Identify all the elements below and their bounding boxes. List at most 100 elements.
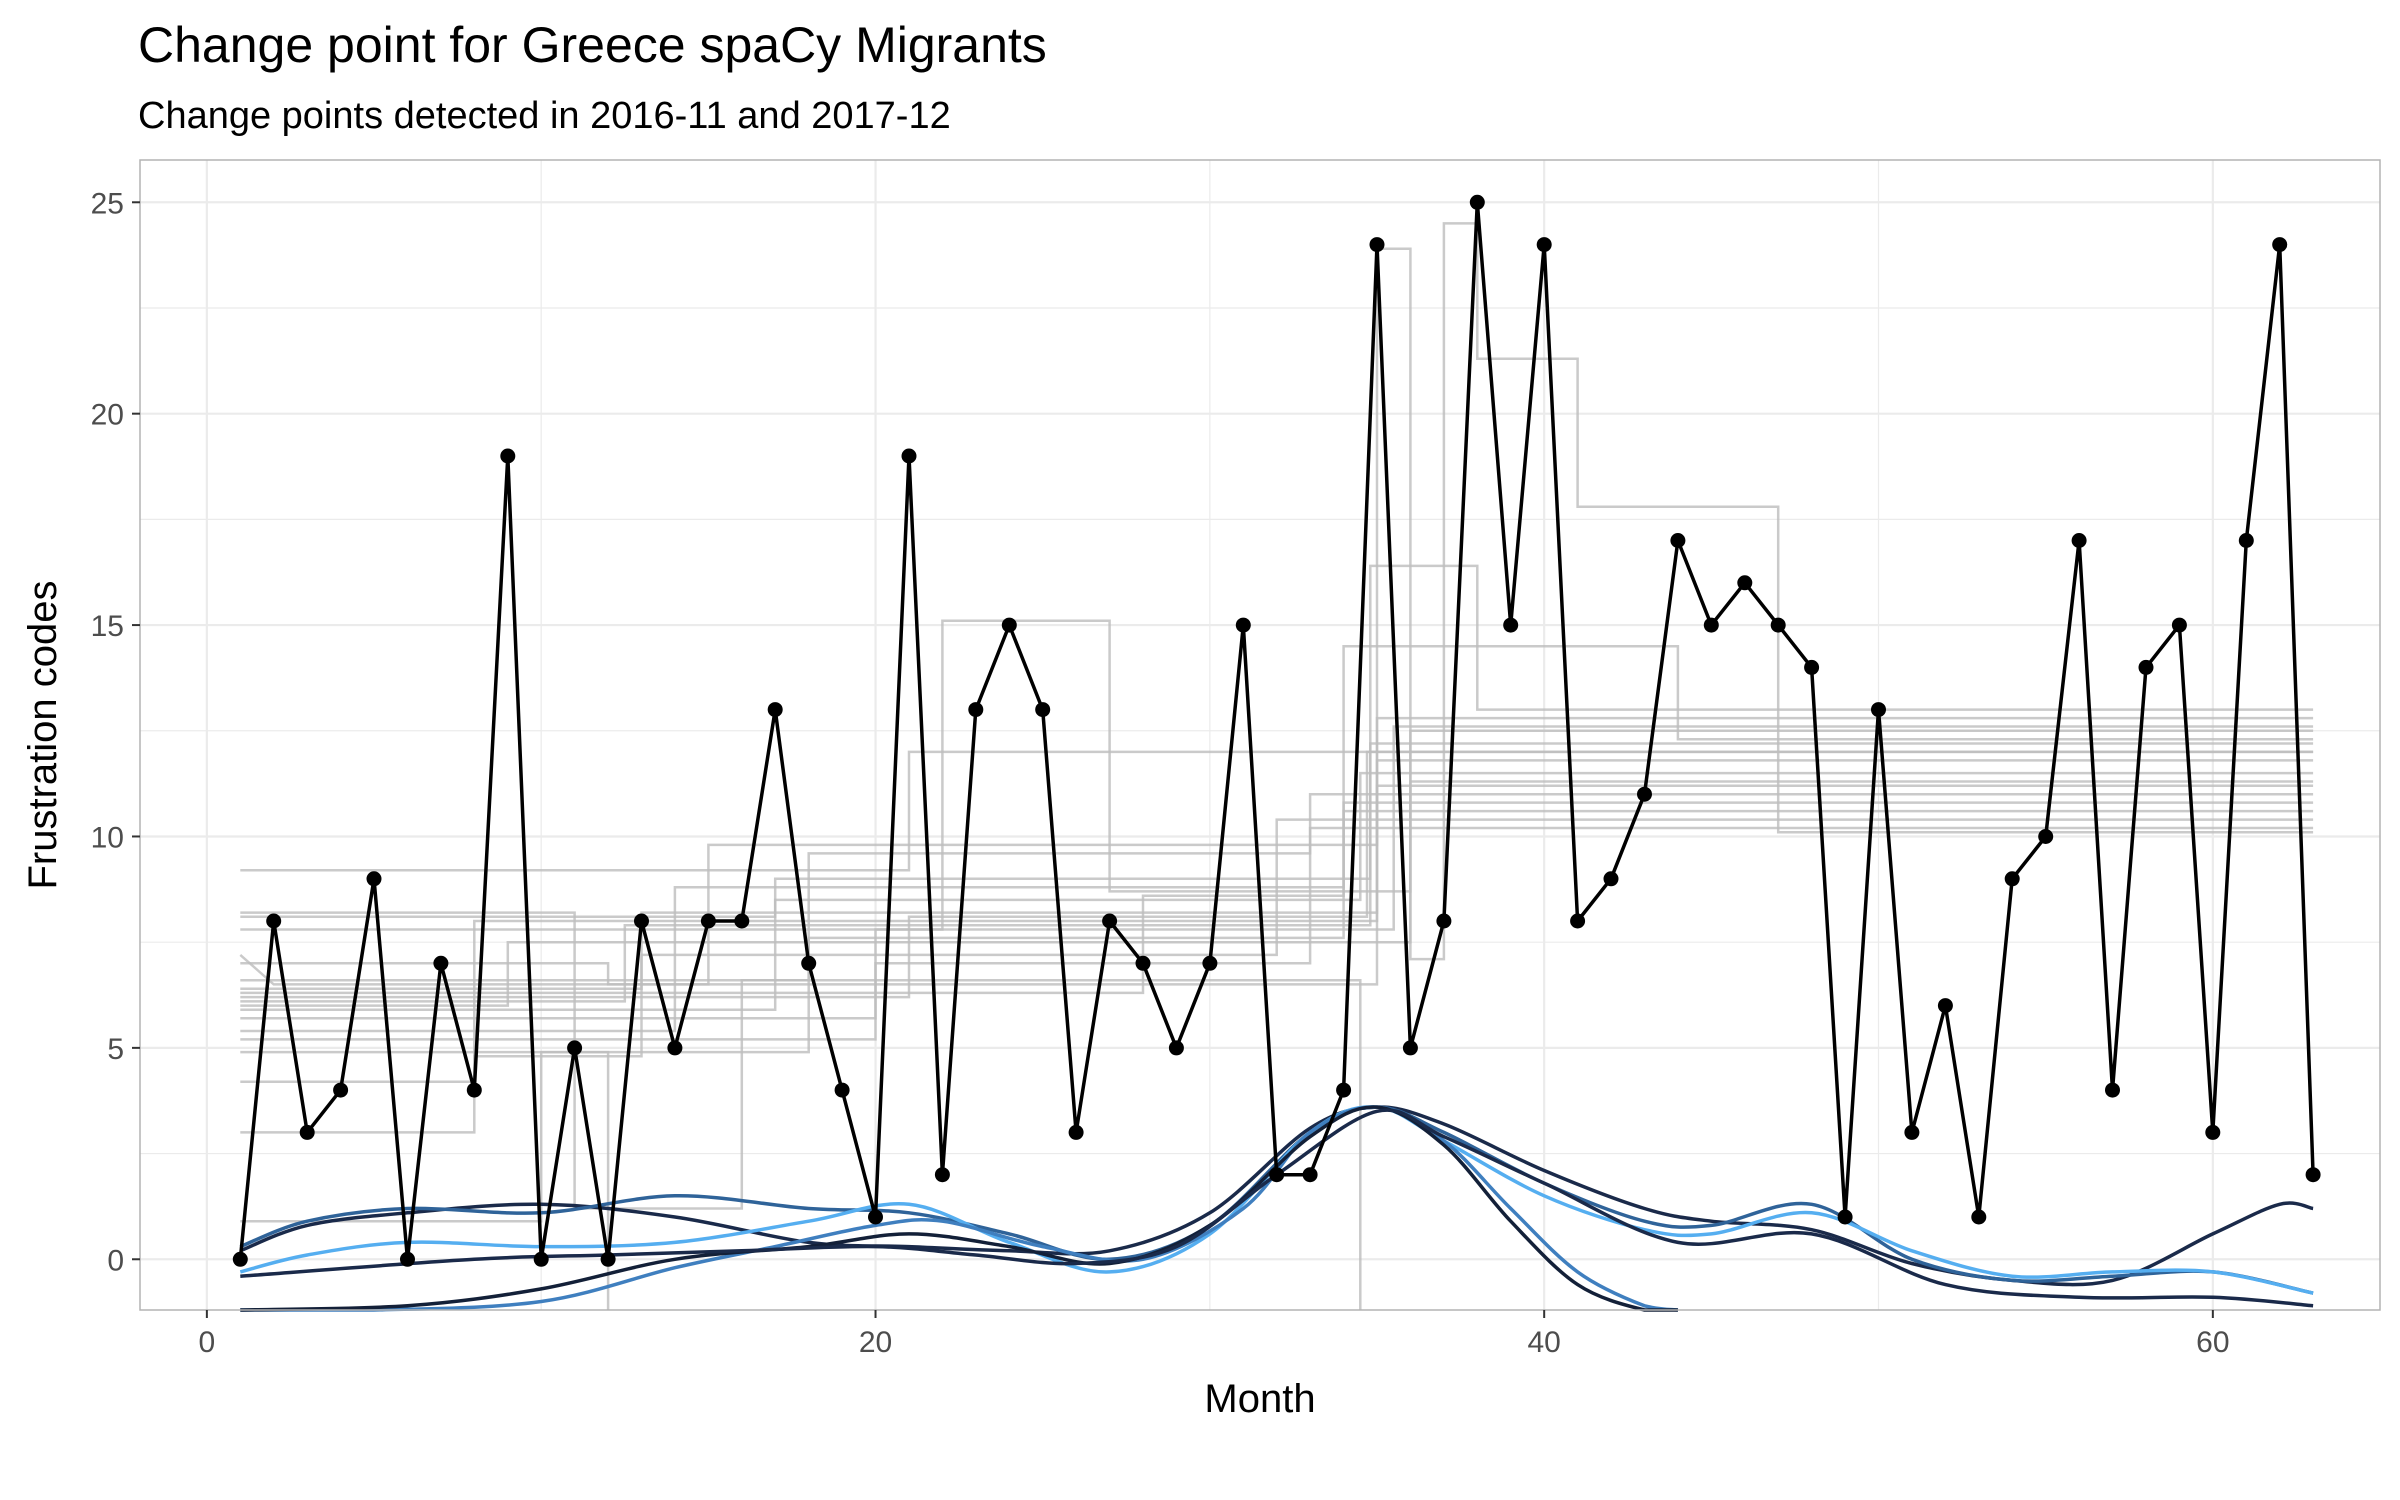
- data-point: [1168, 1040, 1184, 1056]
- data-point: [834, 1082, 850, 1098]
- data-point: [634, 913, 649, 929]
- data-point: [1503, 617, 1519, 633]
- data-point: [1871, 702, 1886, 718]
- y-axis-ticks: 0 5 10 15 20 25: [91, 187, 140, 1277]
- data-point: [1703, 617, 1719, 633]
- data-point: [700, 913, 716, 929]
- data-point: [1837, 1209, 1853, 1225]
- segment-line: [240, 750, 2314, 872]
- data-point: [1770, 617, 1786, 633]
- data-point: [2071, 533, 2087, 548]
- x-tick-label: 0: [199, 1326, 216, 1359]
- y-tick-label: 20: [91, 399, 124, 432]
- x-tick-label: 40: [1527, 1326, 1560, 1359]
- data-point: [1937, 998, 1953, 1014]
- data-point: [1068, 1124, 1084, 1140]
- data-point: [2105, 1082, 2120, 1098]
- plot-panel: [139, 159, 2381, 1312]
- data-point: [2138, 659, 2154, 675]
- y-tick-label: 10: [91, 821, 124, 854]
- data-point: [1402, 1040, 1418, 1056]
- chart-title: Change point for Greece spaCy Migrants: [138, 17, 1047, 73]
- data-point: [299, 1124, 315, 1140]
- data-point: [1035, 702, 1051, 718]
- chart-subtitle: Change points detected in 2016-11 and 20…: [138, 95, 951, 137]
- data-point: [2205, 1124, 2221, 1140]
- data-point: [2004, 871, 2020, 887]
- data-point: [1469, 194, 1485, 210]
- segment-line: [240, 784, 2314, 1083]
- smooth-curve: [240, 1108, 2314, 1308]
- data-point: [466, 1082, 482, 1098]
- smooth-curve: [240, 1105, 1678, 1312]
- x-tick-label: 20: [859, 1326, 892, 1359]
- segment-line: [240, 809, 2314, 1033]
- data-point: [232, 1251, 248, 1267]
- data-point: [600, 1251, 616, 1267]
- x-axis-title: Month: [1204, 1377, 1315, 1421]
- data-point: [266, 913, 282, 929]
- data-point: [667, 1040, 683, 1056]
- data-point: [767, 702, 783, 718]
- data-point: [1536, 237, 1552, 253]
- data-point: [1102, 913, 1118, 929]
- segment-line: [240, 792, 2314, 1041]
- data-point: [1670, 533, 1686, 548]
- data-point: [1804, 659, 1820, 675]
- y-tick-label: 25: [91, 187, 124, 220]
- y-axis-title: Frustration codes: [21, 580, 65, 889]
- data-point: [1336, 1082, 1352, 1098]
- data-point: [2272, 237, 2288, 253]
- data-point: [2238, 533, 2254, 548]
- segment-line: [240, 725, 2314, 1020]
- data-point: [868, 1209, 883, 1225]
- data-point: [1001, 617, 1017, 633]
- y-tick-label: 0: [107, 1244, 124, 1277]
- grid-lines: [140, 160, 2380, 1310]
- data-point: [2171, 617, 2187, 633]
- observed-series: [232, 194, 2321, 1267]
- data-point: [1603, 871, 1619, 887]
- segment-line: [240, 222, 2314, 986]
- data-point: [1971, 1209, 1987, 1225]
- segment-line: [240, 644, 2314, 995]
- data-point: [366, 871, 382, 887]
- x-tick-label: 60: [2196, 1326, 2229, 1359]
- data-point: [1235, 617, 1251, 633]
- data-point: [901, 448, 917, 464]
- segment-line: [240, 826, 2314, 982]
- panel-background: [140, 160, 2380, 1310]
- panel-border: [139, 159, 2381, 1311]
- data-point: [533, 1251, 549, 1267]
- y-tick-label: 15: [91, 610, 124, 643]
- data-point: [1737, 575, 1753, 591]
- segment-lines: [239, 222, 2314, 1310]
- x-axis-ticks: 0 20 40 60: [199, 1310, 2230, 1359]
- segment-line: [240, 911, 1362, 1310]
- data-point: [801, 955, 817, 971]
- data-point: [934, 1167, 950, 1183]
- data-point: [1369, 237, 1385, 253]
- smooth-curve: [240, 1105, 1679, 1312]
- segment-line: [240, 801, 2314, 1054]
- data-point: [1570, 913, 1586, 929]
- segment-line: [240, 1050, 610, 1310]
- data-point: [2305, 1167, 2321, 1183]
- data-point: [1269, 1167, 1285, 1183]
- data-point: [567, 1040, 583, 1056]
- data-point: [1302, 1167, 1318, 1183]
- segment-line: [240, 818, 2314, 1134]
- data-point: [968, 702, 984, 718]
- y-tick-label: 5: [107, 1033, 124, 1066]
- segment-line: [240, 742, 2314, 1003]
- data-point: [400, 1251, 415, 1267]
- data-point: [1904, 1124, 1920, 1140]
- data-point: [333, 1082, 349, 1098]
- data-point: [433, 955, 449, 971]
- data-point: [1637, 786, 1652, 802]
- data-point: [1202, 955, 1218, 971]
- data-point: [1135, 955, 1151, 971]
- data-point: [500, 448, 516, 464]
- segment-line: [240, 564, 2314, 919]
